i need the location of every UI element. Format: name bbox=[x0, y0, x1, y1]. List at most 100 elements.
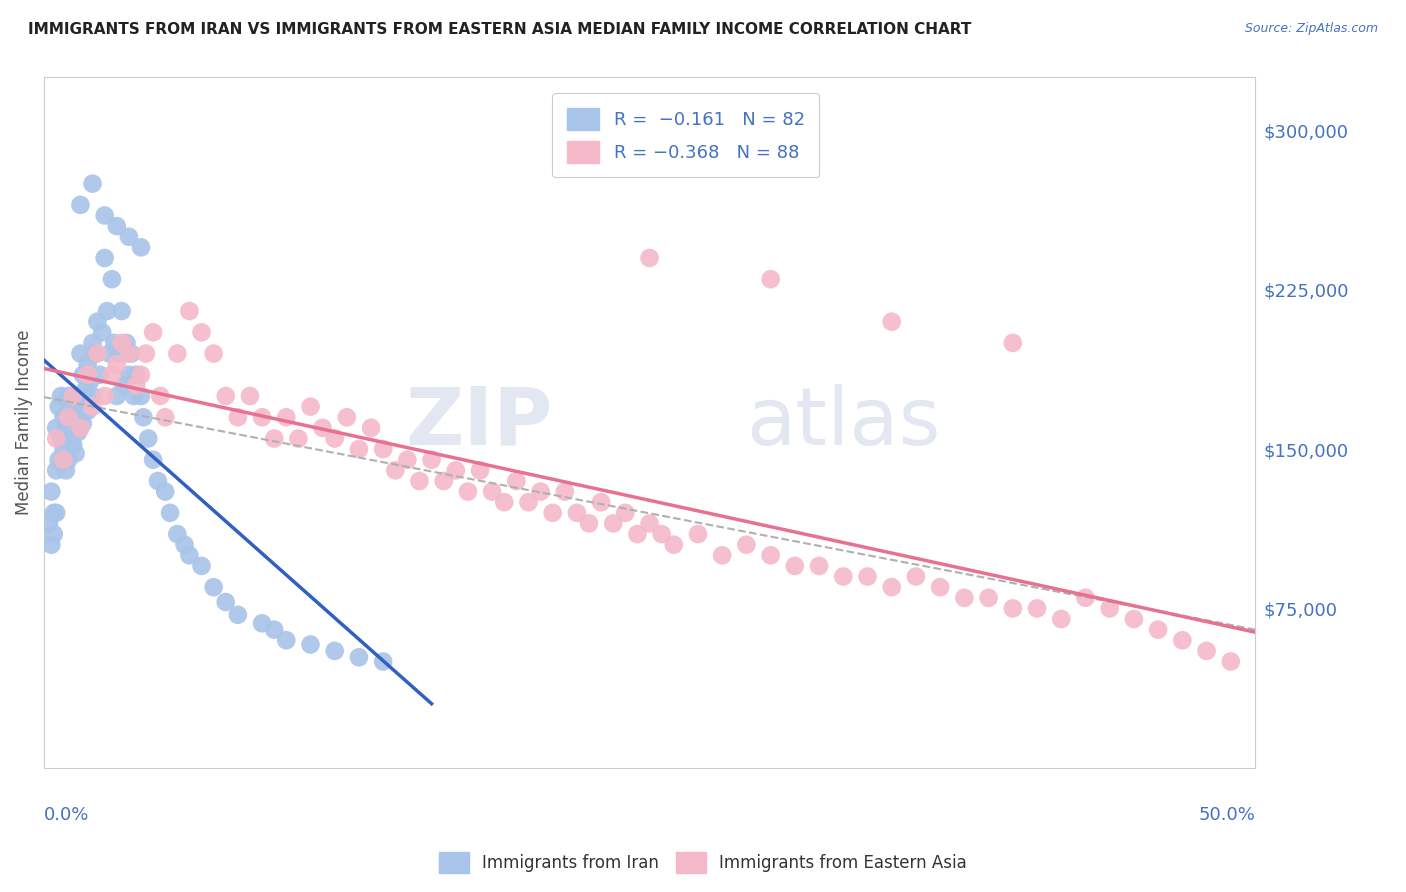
Point bbox=[49, 432, 72, 446]
Point bbox=[263, 432, 285, 446]
Text: ZIP: ZIP bbox=[405, 384, 553, 461]
Point bbox=[166, 527, 188, 541]
Point bbox=[662, 538, 685, 552]
Point bbox=[58, 389, 80, 403]
Point bbox=[91, 326, 114, 340]
Point bbox=[136, 432, 159, 446]
Point bbox=[215, 595, 238, 609]
Point bbox=[735, 538, 758, 552]
Point bbox=[82, 400, 104, 414]
Point bbox=[45, 432, 67, 446]
Point bbox=[118, 346, 141, 360]
Point bbox=[59, 432, 82, 446]
Point bbox=[1219, 655, 1241, 669]
Point bbox=[638, 516, 661, 531]
Point bbox=[69, 198, 91, 212]
Text: 0.0%: 0.0% bbox=[44, 805, 90, 823]
Point bbox=[226, 607, 249, 622]
Point bbox=[166, 346, 188, 360]
Point bbox=[323, 432, 346, 446]
Point bbox=[929, 580, 952, 594]
Point bbox=[72, 368, 94, 382]
Point bbox=[48, 400, 70, 414]
Point bbox=[433, 474, 456, 488]
Point bbox=[638, 251, 661, 265]
Point bbox=[146, 474, 169, 488]
Point bbox=[69, 346, 91, 360]
Point bbox=[55, 421, 77, 435]
Point bbox=[69, 421, 91, 435]
Point bbox=[122, 389, 145, 403]
Y-axis label: Median Family Income: Median Family Income bbox=[15, 330, 32, 516]
Point bbox=[179, 304, 201, 318]
Point bbox=[250, 616, 273, 631]
Point bbox=[142, 452, 165, 467]
Point bbox=[626, 527, 648, 541]
Point bbox=[45, 463, 67, 477]
Point bbox=[1122, 612, 1144, 626]
Point bbox=[783, 558, 806, 573]
Point bbox=[202, 580, 225, 594]
Point bbox=[494, 495, 516, 509]
Point bbox=[132, 410, 155, 425]
Text: Source: ZipAtlas.com: Source: ZipAtlas.com bbox=[1244, 22, 1378, 36]
Point bbox=[96, 304, 118, 318]
Legend: R =  −0.161   N = 82, R = −0.368   N = 88: R = −0.161 N = 82, R = −0.368 N = 88 bbox=[553, 94, 820, 178]
Point bbox=[299, 400, 322, 414]
Point bbox=[105, 357, 128, 371]
Point bbox=[481, 484, 503, 499]
Point bbox=[347, 650, 370, 665]
Point bbox=[65, 446, 87, 460]
Point bbox=[62, 404, 84, 418]
Point bbox=[977, 591, 1000, 605]
Point bbox=[276, 410, 298, 425]
Point bbox=[82, 389, 104, 403]
Legend: Immigrants from Iran, Immigrants from Eastern Asia: Immigrants from Iran, Immigrants from Ea… bbox=[433, 846, 973, 880]
Point bbox=[880, 580, 903, 594]
Point bbox=[953, 591, 976, 605]
Point bbox=[336, 410, 359, 425]
Point bbox=[529, 484, 551, 499]
Point bbox=[1026, 601, 1049, 615]
Point bbox=[45, 421, 67, 435]
Point bbox=[129, 389, 152, 403]
Point bbox=[55, 463, 77, 477]
Point bbox=[48, 452, 70, 467]
Point bbox=[110, 335, 132, 350]
Point bbox=[58, 410, 80, 425]
Point bbox=[84, 346, 107, 360]
Point bbox=[880, 315, 903, 329]
Point bbox=[118, 368, 141, 382]
Point bbox=[373, 442, 395, 456]
Point bbox=[108, 346, 131, 360]
Point bbox=[105, 219, 128, 233]
Point bbox=[112, 378, 135, 392]
Point bbox=[190, 326, 212, 340]
Point bbox=[153, 410, 176, 425]
Point bbox=[711, 549, 734, 563]
Point bbox=[103, 335, 125, 350]
Point bbox=[59, 400, 82, 414]
Point bbox=[190, 558, 212, 573]
Point bbox=[311, 421, 333, 435]
Point bbox=[565, 506, 588, 520]
Text: IMMIGRANTS FROM IRAN VS IMMIGRANTS FROM EASTERN ASIA MEDIAN FAMILY INCOME CORREL: IMMIGRANTS FROM IRAN VS IMMIGRANTS FROM … bbox=[28, 22, 972, 37]
Point bbox=[1171, 633, 1194, 648]
Point bbox=[42, 506, 65, 520]
Point bbox=[578, 516, 600, 531]
Point bbox=[396, 452, 419, 467]
Point bbox=[323, 644, 346, 658]
Point bbox=[86, 315, 108, 329]
Point bbox=[49, 389, 72, 403]
Point bbox=[98, 346, 121, 360]
Point bbox=[72, 417, 94, 431]
Point bbox=[832, 569, 855, 583]
Point bbox=[1195, 644, 1218, 658]
Point bbox=[93, 251, 115, 265]
Point bbox=[651, 527, 673, 541]
Point bbox=[856, 569, 879, 583]
Point bbox=[45, 506, 67, 520]
Point bbox=[614, 506, 637, 520]
Point bbox=[554, 484, 576, 499]
Point bbox=[93, 209, 115, 223]
